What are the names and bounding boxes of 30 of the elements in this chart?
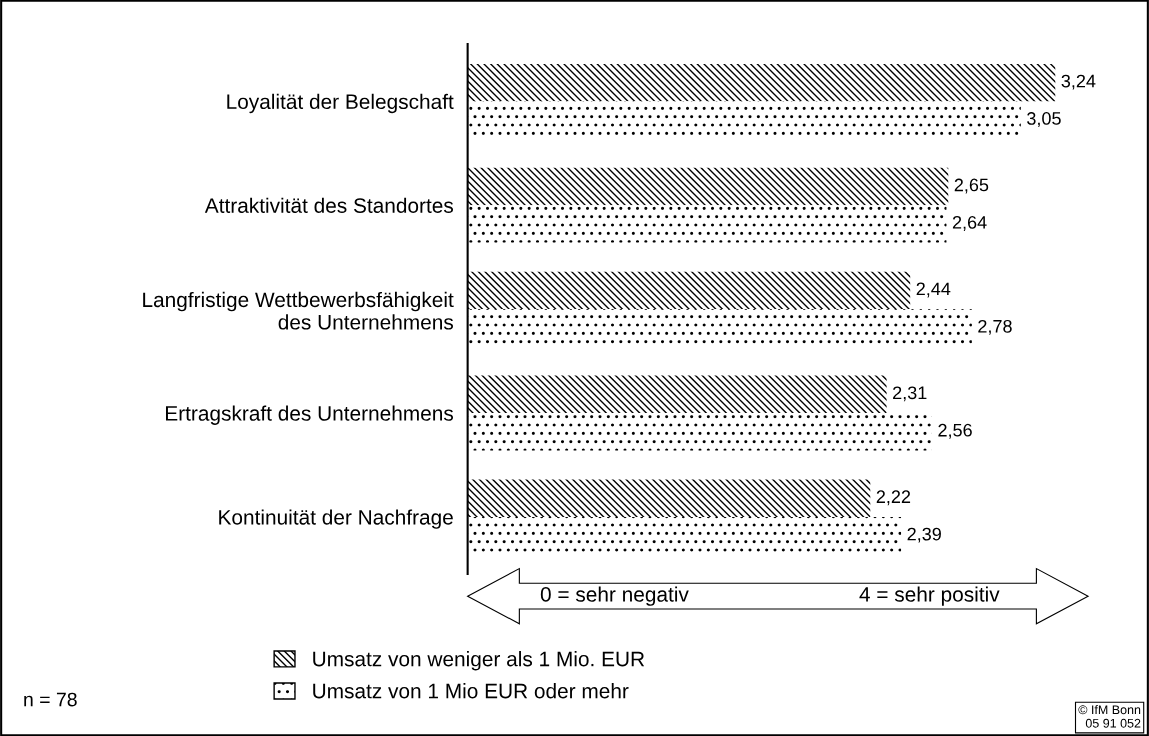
bar (467, 63, 1056, 102)
bar (467, 271, 911, 310)
data-label: 2,39 (907, 527, 941, 543)
y-tick-label: Langfristige Wettbewerbsfähigkeit des Unternehmens (143, 291, 454, 330)
data-label: 3,24 (1061, 74, 1096, 90)
bar (467, 516, 902, 555)
data-label: 2,31 (893, 386, 927, 402)
y-tick-label: Ertragskraft des Unternehmens (166, 405, 454, 425)
bar (467, 413, 932, 451)
data-label: 2,64 (952, 215, 987, 231)
text: n = 78 (24, 692, 77, 707)
data-label: 2,56 (938, 423, 972, 439)
text: 0 = sehr negativ (540, 586, 689, 606)
data-label: 2,65 (954, 178, 989, 194)
y-tick-label: Attraktivität des Standortes (204, 197, 454, 213)
data-label: 2,22 (876, 490, 911, 506)
data-label: 2,44 (916, 282, 951, 298)
bar (467, 167, 949, 206)
legend-label: Umsatz von weniger als 1 Mio. EUR (313, 651, 645, 671)
bar (467, 205, 947, 243)
data-label: 3,05 (1027, 112, 1061, 127)
data-label: 2,78 (978, 319, 1012, 335)
y-tick-label: Kontinuität der Nachfrage (219, 509, 453, 529)
bar (467, 309, 972, 347)
bar (467, 479, 871, 517)
text: © IfM Bonn 05 91 052 (1078, 705, 1141, 728)
y-tick-label: Loyalität der Belegschaft (227, 93, 454, 114)
bar (467, 375, 887, 414)
legend-label: Umsatz von 1 Mio EUR oder mehr (313, 683, 629, 699)
text: 4 = sehr positiv (859, 586, 1000, 606)
